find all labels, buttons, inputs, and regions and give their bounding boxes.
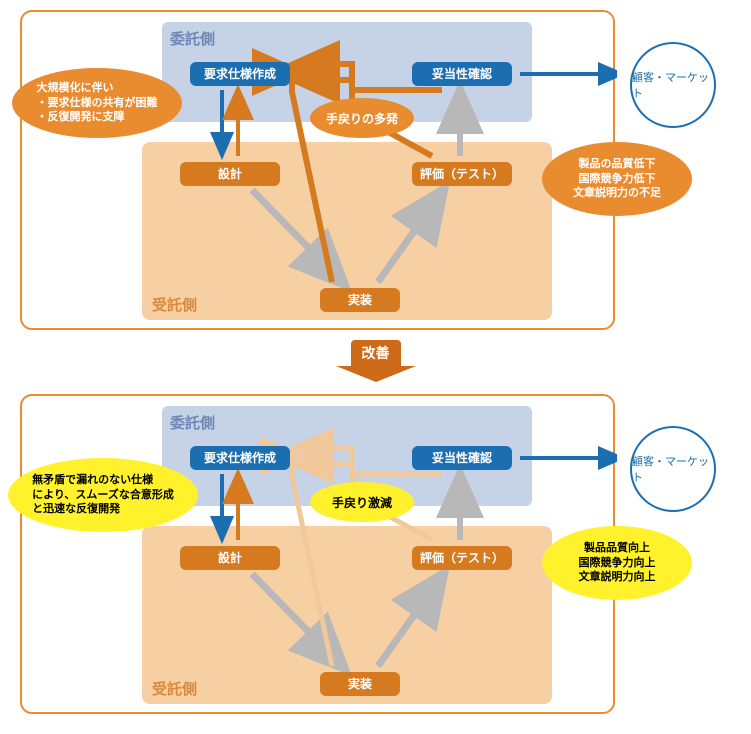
callout-bubble: 手戻りの多発 [310, 98, 414, 138]
client-label: 委託側 [170, 412, 215, 433]
improve-label: 改善 [351, 340, 401, 366]
node-req: 要求仕様作成 [190, 446, 290, 470]
node-impl: 実装 [320, 288, 400, 312]
node-valid: 妥当性確認 [412, 446, 512, 470]
callout-left: 大規模化に伴い ・要求仕様の共有が困難 ・反復開発に支障 [12, 68, 182, 138]
callout-right: 製品品質向上 国際競争力向上 文章説明力向上 [542, 526, 692, 600]
vendor-label: 受託側 [152, 294, 197, 315]
improve-arrow: 改善 [316, 340, 436, 384]
bottom-panel: 委託側受託側要求仕様作成妥当性確認設計評価（テスト）実装顧客・マーケット 無矛盾… [20, 394, 615, 714]
client-label: 委託側 [170, 28, 215, 49]
node-req: 要求仕様作成 [190, 62, 290, 86]
callout-left: 無矛盾で漏れのない仕様 により、スムーズな合意形成 と迅速な反復開発 [8, 458, 198, 532]
top-panel: 委託側受託側要求仕様作成妥当性確認設計評価（テスト）実装顧客・マーケット 大規模… [20, 10, 615, 330]
node-design: 設計 [180, 162, 280, 186]
vendor-label: 受託側 [152, 678, 197, 699]
node-test: 評価（テスト） [412, 546, 512, 570]
node-design: 設計 [180, 546, 280, 570]
callout-bubble: 手戻り激減 [310, 482, 414, 522]
node-valid: 妥当性確認 [412, 62, 512, 86]
callout-right: 製品の品質低下 国際競争力低下 文章説明力の不足 [542, 142, 692, 216]
market-circle: 顧客・マーケット [630, 426, 716, 512]
market-circle: 顧客・マーケット [630, 42, 716, 128]
node-impl: 実装 [320, 672, 400, 696]
node-test: 評価（テスト） [412, 162, 512, 186]
